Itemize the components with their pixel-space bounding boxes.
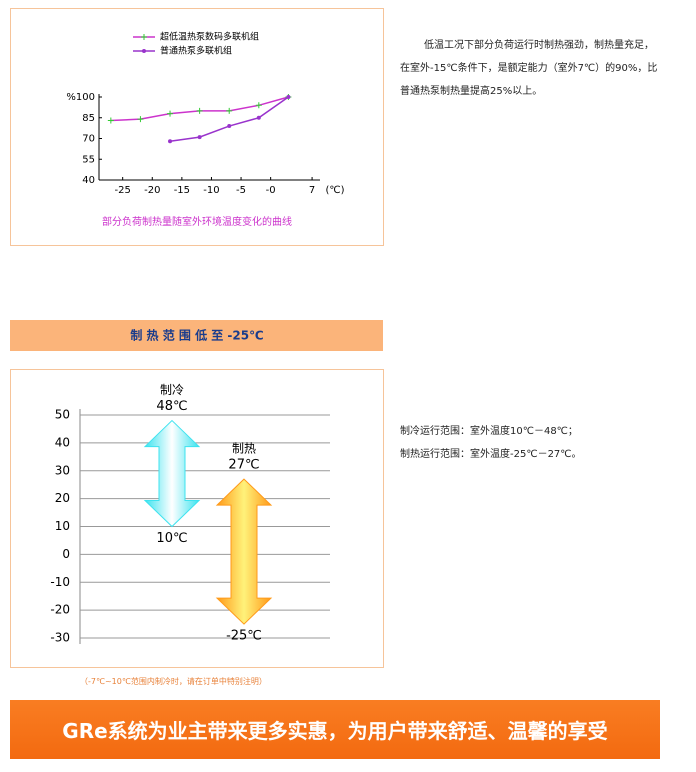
y-tick-label: 50 — [55, 408, 70, 422]
y-tick-label: -20 — [50, 603, 70, 617]
y-tick-label: 40 — [82, 175, 95, 186]
legend-label: 普通热泵多联机组 — [160, 45, 232, 57]
x-tick-label: -25 — [115, 185, 131, 196]
y-tick-label: 0 — [62, 547, 70, 561]
x-tick-label: -20 — [144, 185, 160, 196]
intro: 低温工况下部分负荷运行时制热强劲，制热量充足， 在室外-15℃条件下，是额定能力… — [400, 40, 658, 97]
y-tick-label: 85 — [82, 113, 95, 124]
point — [255, 102, 262, 109]
x-tick-label: -10 — [203, 185, 219, 196]
range-arrow — [215, 478, 273, 625]
point — [107, 117, 114, 124]
y-tick-label: -30 — [50, 631, 70, 645]
note: 制热运行范围：室外温度-25℃－27℃。 — [400, 449, 582, 460]
y-tick-label: 55 — [82, 154, 95, 165]
range-name: 制冷 — [160, 383, 184, 397]
x-tick-label: -15 — [174, 185, 190, 196]
low-label: 10℃ — [156, 531, 187, 546]
point — [196, 107, 203, 114]
caption: 部分负荷制热量随室外环境温度变化的曲线 — [102, 215, 292, 228]
point — [137, 116, 144, 123]
footnote: （-7℃~10℃范围内制冷时，请在订单中特别注明） — [80, 677, 267, 686]
banner-title: 制 热 范 围 低 至 -25℃ — [130, 328, 263, 343]
range-arrow — [143, 419, 201, 528]
y-tick-label: 40 — [55, 435, 70, 449]
point — [226, 107, 233, 114]
legend-marker — [141, 34, 147, 40]
high-label: 27℃ — [228, 458, 259, 473]
x-tick-label: 7 — [309, 185, 315, 196]
y-tick-label: -10 — [50, 575, 70, 589]
point — [168, 139, 173, 144]
legend-label: 超低温热泵数码多联机组 — [160, 31, 259, 43]
point — [227, 124, 232, 129]
note: 制冷运行范围：室外温度10℃－48℃； — [400, 426, 578, 437]
legend-marker — [142, 49, 146, 53]
banner — [10, 320, 383, 351]
y-tick-label: %100 — [66, 92, 95, 103]
y-tick-label: 30 — [55, 463, 70, 477]
y-tick-label: 10 — [55, 519, 70, 533]
high-label: 48℃ — [156, 399, 187, 414]
x-tick-label: -0 — [266, 185, 276, 196]
point — [167, 110, 174, 117]
x-unit: (℃) — [325, 185, 344, 196]
point — [256, 115, 261, 120]
series-line — [169, 96, 289, 143]
range-name: 制热 — [232, 442, 256, 456]
y-tick-label: 20 — [55, 491, 70, 505]
y-tick-label: 70 — [82, 134, 95, 145]
low-label: -25℃ — [226, 629, 262, 644]
chart-frame — [10, 8, 384, 246]
x-tick-label: -5 — [236, 185, 246, 196]
point — [197, 135, 202, 140]
slogan-banner: GRe系统为业主带来更多实惠，为用户带来舒适、温馨的享受 — [10, 700, 660, 759]
chart-frame — [10, 369, 384, 668]
point — [286, 95, 291, 99]
